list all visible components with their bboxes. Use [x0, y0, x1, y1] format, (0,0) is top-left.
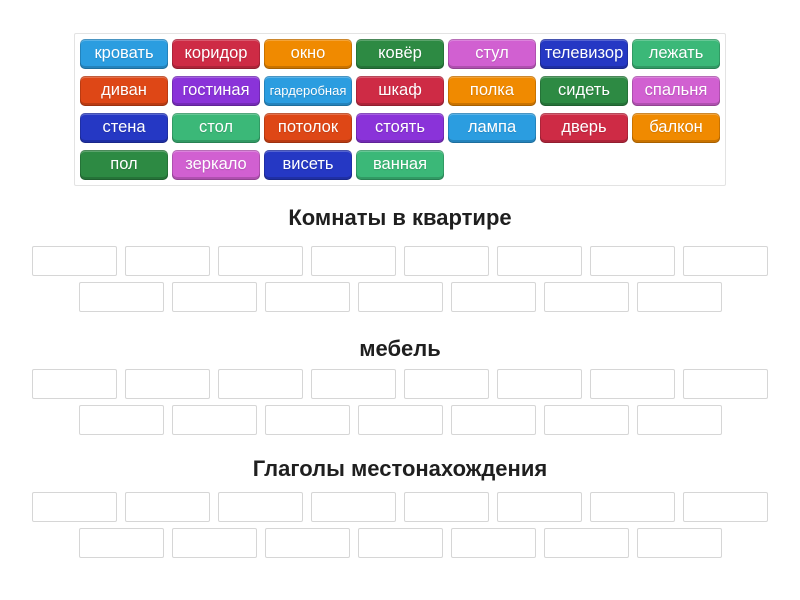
word-chip[interactable]: зеркало [172, 150, 260, 180]
empty-slot[interactable] [683, 492, 768, 522]
word-bank-panel: кровать коридор окно ковёр стул телевизор лежа… [74, 33, 726, 186]
empty-slot[interactable] [683, 246, 768, 276]
empty-slot[interactable] [264, 528, 350, 558]
word-chip[interactable]: гардеробная [264, 76, 352, 106]
word-chip[interactable]: потолок [264, 113, 352, 143]
word-chip[interactable]: полка [448, 76, 536, 106]
word-chip[interactable]: дверь [540, 113, 628, 143]
word-bank-row: пол зеркало висеть ванная [80, 150, 720, 180]
empty-slot[interactable] [404, 369, 489, 399]
empty-slot[interactable] [311, 369, 396, 399]
empty-slot[interactable] [636, 528, 722, 558]
word-chip[interactable]: сидеть [540, 76, 628, 106]
word-chip[interactable]: диван [80, 76, 168, 106]
empty-slot[interactable] [357, 405, 443, 435]
empty-slot[interactable] [78, 528, 164, 558]
slot-row [78, 405, 722, 435]
word-chip[interactable]: гостиная [172, 76, 260, 106]
word-bank-row: диван гостиная гардеробная шкаф полка сидеть с… [80, 76, 720, 106]
empty-slot[interactable] [218, 369, 303, 399]
word-chip[interactable]: кровать [80, 39, 168, 69]
empty-slot[interactable] [450, 528, 536, 558]
empty-slot[interactable] [497, 246, 582, 276]
empty-slot[interactable] [590, 369, 675, 399]
slot-row [32, 246, 768, 276]
empty-slot[interactable] [171, 282, 257, 312]
group-slots-furniture [0, 369, 800, 435]
empty-slot[interactable] [311, 492, 396, 522]
empty-slot[interactable] [590, 246, 675, 276]
word-chip[interactable]: балкон [632, 113, 720, 143]
empty-slot[interactable] [404, 492, 489, 522]
empty-slot[interactable] [450, 282, 536, 312]
word-chip[interactable]: пол [80, 150, 168, 180]
word-bank-row: кровать коридор окно ковёр стул телевизор лежа… [80, 39, 720, 69]
word-chip[interactable]: стена [80, 113, 168, 143]
group-section-rooms: Комнаты в квартире [0, 206, 800, 312]
word-chip[interactable]: висеть [264, 150, 352, 180]
empty-slot[interactable] [543, 282, 629, 312]
word-chip[interactable]: стоять [356, 113, 444, 143]
empty-slot[interactable] [125, 369, 210, 399]
empty-slot[interactable] [171, 405, 257, 435]
word-chip[interactable]: телевизор [540, 39, 628, 69]
slot-row [78, 282, 722, 312]
empty-slot[interactable] [357, 528, 443, 558]
empty-slot[interactable] [32, 369, 117, 399]
empty-slot[interactable] [32, 492, 117, 522]
empty-slot[interactable] [78, 282, 164, 312]
word-chip[interactable]: лежать [632, 39, 720, 69]
empty-slot[interactable] [450, 405, 536, 435]
empty-slot[interactable] [264, 282, 350, 312]
empty-slot[interactable] [543, 528, 629, 558]
empty-slot[interactable] [543, 405, 629, 435]
word-chip[interactable]: коридор [172, 39, 260, 69]
word-chip[interactable]: стол [172, 113, 260, 143]
empty-slot[interactable] [125, 246, 210, 276]
word-chip[interactable]: стул [448, 39, 536, 69]
group-section-furniture: мебель [0, 337, 800, 435]
empty-slot[interactable] [404, 246, 489, 276]
group-title-rooms: Комнаты в квартире [288, 205, 512, 230]
word-chip[interactable]: спальня [632, 76, 720, 106]
group-title-verbs: Глаголы местонахождения [252, 456, 548, 481]
word-chip[interactable]: лампа [448, 113, 536, 143]
group-slots-verbs [0, 492, 800, 558]
empty-slot[interactable] [497, 369, 582, 399]
word-chip[interactable]: ковёр [356, 39, 444, 69]
group-slots-rooms [0, 246, 800, 312]
word-chip[interactable]: ванная [356, 150, 444, 180]
empty-slot[interactable] [125, 492, 210, 522]
slot-row [32, 369, 768, 399]
empty-slot[interactable] [590, 492, 675, 522]
empty-slot[interactable] [636, 405, 722, 435]
empty-slot[interactable] [683, 369, 768, 399]
empty-slot[interactable] [497, 492, 582, 522]
word-chip[interactable]: шкаф [356, 76, 444, 106]
empty-slot[interactable] [218, 492, 303, 522]
group-section-verbs: Глаголы местонахождения [0, 457, 800, 558]
empty-slot[interactable] [171, 528, 257, 558]
slot-row [32, 492, 768, 522]
group-title-furniture: мебель [359, 336, 441, 361]
word-bank-row: стена стол потолок стоять лампа дверь балкон [80, 113, 720, 143]
empty-slot[interactable] [264, 405, 350, 435]
empty-slot[interactable] [218, 246, 303, 276]
empty-slot[interactable] [78, 405, 164, 435]
empty-slot[interactable] [32, 246, 117, 276]
word-chip[interactable]: окно [264, 39, 352, 69]
empty-slot[interactable] [357, 282, 443, 312]
empty-slot[interactable] [311, 246, 396, 276]
slot-row [78, 528, 722, 558]
empty-slot[interactable] [636, 282, 722, 312]
